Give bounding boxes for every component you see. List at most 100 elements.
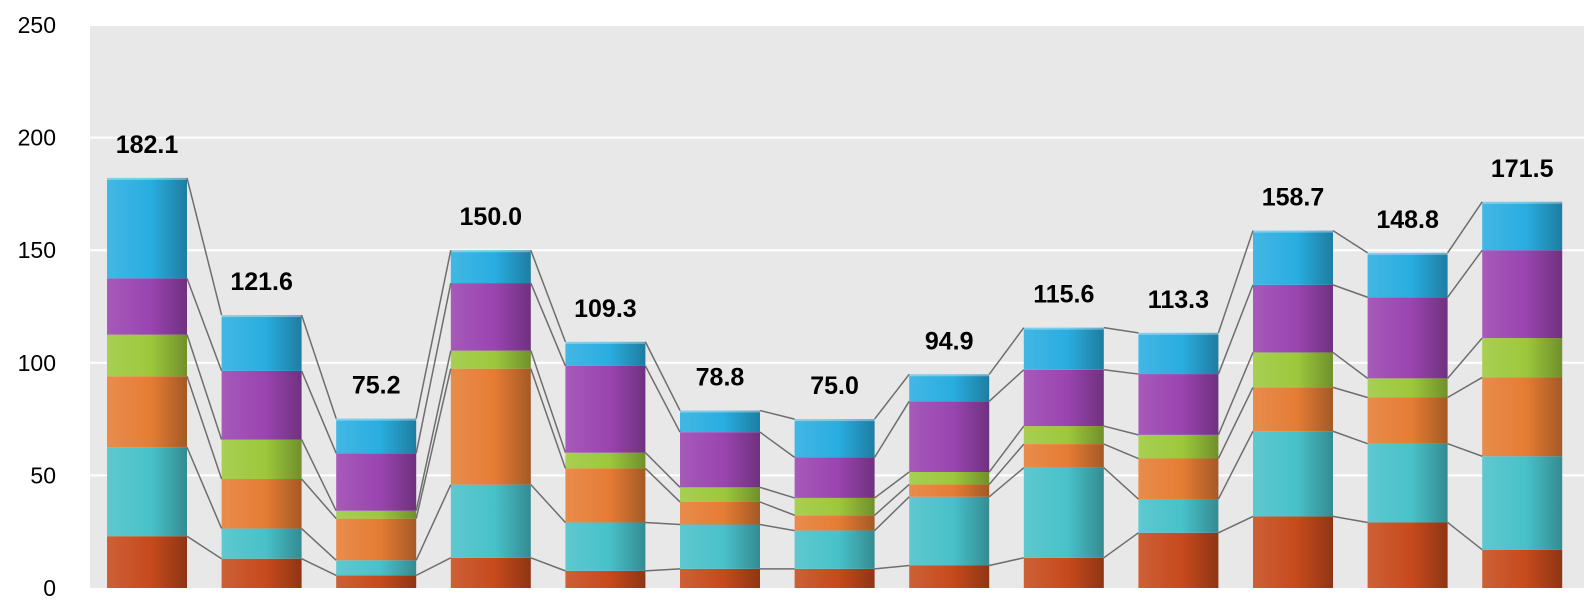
bar-segment bbox=[794, 419, 875, 458]
bar-segment bbox=[221, 315, 302, 371]
series-connector bbox=[301, 527, 337, 561]
series-connector bbox=[530, 350, 567, 453]
bar-segment bbox=[450, 283, 531, 351]
y-tick-label: 0 bbox=[43, 575, 56, 601]
bar-segment bbox=[107, 376, 187, 448]
bar-top-highlight bbox=[794, 419, 875, 422]
bar-segment bbox=[450, 368, 531, 485]
bar-segment bbox=[1367, 522, 1448, 588]
series-connector bbox=[530, 282, 567, 367]
series-connector bbox=[300, 439, 337, 512]
total-label: 115.6 bbox=[1033, 281, 1094, 309]
bar-stack bbox=[794, 419, 875, 588]
bar-stack bbox=[1367, 252, 1448, 588]
bar-segment bbox=[450, 484, 531, 558]
bar-segment bbox=[1482, 456, 1563, 550]
bar-segment bbox=[1023, 426, 1104, 445]
bar-segment bbox=[450, 250, 531, 284]
bar-segment bbox=[1253, 352, 1333, 388]
bar-segment bbox=[1138, 332, 1219, 375]
bar-segment bbox=[565, 452, 646, 469]
bar-top-highlight bbox=[336, 418, 417, 421]
total-label: 109.3 bbox=[574, 295, 637, 323]
series-connector bbox=[1103, 326, 1139, 334]
bar-segment bbox=[450, 350, 531, 369]
series-connector bbox=[874, 564, 910, 570]
total-labels: 182.1 121.6 75.2 150.0 109.3 78.8 75.0 94.9 115.… bbox=[116, 131, 1554, 400]
bar-segment bbox=[1023, 369, 1104, 427]
bar-segment bbox=[565, 522, 646, 571]
series-connector bbox=[1447, 376, 1483, 399]
series-connector bbox=[988, 443, 1025, 485]
series-connector bbox=[186, 278, 223, 372]
bar-segment bbox=[565, 570, 646, 588]
series-connector bbox=[644, 365, 681, 433]
bar-segment bbox=[1482, 377, 1563, 457]
bar-segment bbox=[221, 558, 302, 588]
series-connector bbox=[873, 400, 910, 458]
bar-segment bbox=[794, 457, 875, 498]
series-connector bbox=[300, 370, 337, 454]
series-connector bbox=[415, 350, 452, 511]
bar-segment bbox=[565, 365, 646, 453]
series-connector bbox=[759, 409, 795, 420]
bar-segment bbox=[107, 447, 187, 537]
series-connector bbox=[1332, 515, 1368, 524]
series-connector bbox=[186, 334, 223, 440]
bar-segment bbox=[221, 370, 302, 440]
series-connector bbox=[300, 314, 337, 419]
series-connector bbox=[874, 471, 910, 499]
bar-segment bbox=[1253, 431, 1333, 517]
series-connector bbox=[644, 452, 681, 488]
bar-segment bbox=[909, 565, 990, 588]
series-connectors bbox=[186, 177, 1483, 577]
bar-top-highlight bbox=[221, 315, 302, 318]
series-connector bbox=[1332, 229, 1369, 254]
total-label: 78.8 bbox=[696, 364, 745, 392]
series-connector bbox=[1103, 467, 1139, 500]
series-connector bbox=[1447, 337, 1483, 379]
bar-segment bbox=[794, 497, 875, 516]
series-connector bbox=[874, 483, 910, 516]
series-connector bbox=[645, 521, 681, 526]
bar-segment bbox=[1367, 297, 1448, 379]
bar-segment bbox=[1138, 458, 1219, 500]
bar-segment bbox=[1482, 250, 1563, 339]
bar-stack bbox=[909, 374, 990, 588]
series-connector bbox=[759, 501, 795, 516]
bar-segment bbox=[794, 530, 875, 569]
bar-segment bbox=[680, 410, 760, 433]
bar-top-highlight bbox=[1023, 327, 1104, 330]
bar-segment bbox=[1023, 444, 1104, 468]
y-axis-ticks: 0 50 100 150 200 250 bbox=[18, 12, 56, 601]
series-connector bbox=[1332, 430, 1368, 445]
bars bbox=[107, 177, 1563, 588]
bar-segment bbox=[680, 524, 760, 569]
series-connector bbox=[415, 368, 452, 519]
y-tick-label: 250 bbox=[18, 12, 56, 38]
bar-segment bbox=[1367, 443, 1448, 523]
y-tick-label: 150 bbox=[18, 237, 56, 263]
series-connector bbox=[1332, 386, 1368, 399]
total-label: 150.0 bbox=[460, 203, 523, 231]
series-connector bbox=[874, 373, 910, 420]
bar-top-highlight bbox=[1482, 201, 1563, 204]
series-connector bbox=[186, 376, 223, 480]
series-connector bbox=[301, 558, 337, 577]
bar-segment bbox=[1138, 499, 1219, 533]
total-label: 171.5 bbox=[1491, 155, 1554, 183]
bar-segment bbox=[1367, 378, 1448, 398]
series-connector bbox=[988, 467, 1025, 498]
series-connector bbox=[1217, 284, 1254, 375]
series-connector bbox=[530, 484, 566, 523]
series-connector bbox=[530, 557, 566, 572]
total-label: 158.7 bbox=[1262, 184, 1325, 212]
bar-segment bbox=[1482, 338, 1563, 378]
bar-segment bbox=[107, 536, 187, 588]
series-connector bbox=[644, 467, 681, 503]
bar-segment bbox=[909, 401, 990, 473]
total-label: 75.2 bbox=[352, 372, 401, 400]
series-connector bbox=[759, 523, 795, 532]
total-label: 113.3 bbox=[1148, 286, 1209, 314]
bar-segment bbox=[909, 496, 990, 566]
